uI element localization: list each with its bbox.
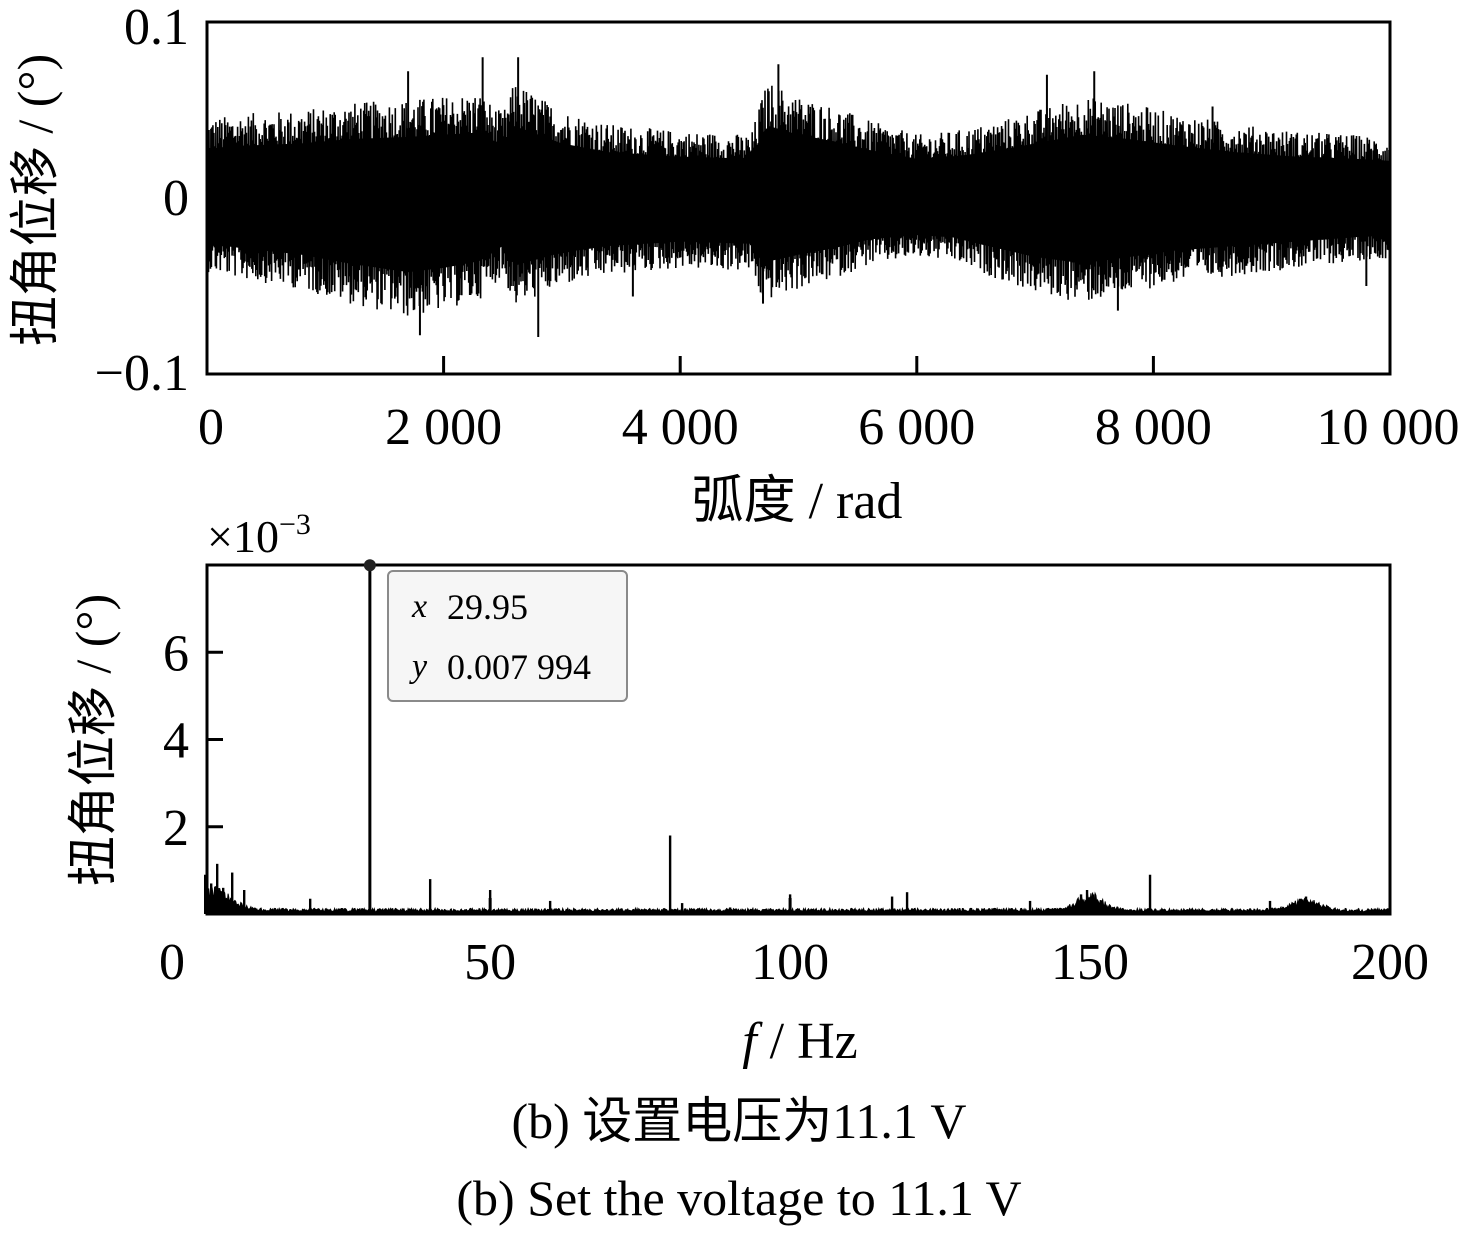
top-x-axis-label: 弧度 / rad: [692, 473, 903, 530]
x-tick-label: 8 000: [1095, 399, 1212, 456]
x-tick-label: 0: [159, 934, 185, 991]
top-x-ticks: 0 2 000 4 000 6 000 8 000 10 000: [198, 356, 1460, 456]
data-tip[interactable]: x 29.95 y 0.007 994: [387, 570, 628, 702]
bottom-spectrum-series: [204, 565, 1391, 915]
y-tick-label: 6: [163, 625, 189, 682]
x-tick-label: 100: [751, 934, 829, 991]
bottom-y-ticks: 2 4 6: [163, 625, 223, 857]
top-axes-frame: [205, 20, 1392, 376]
data-tip-box: [387, 570, 628, 702]
y-tick-label: 4: [163, 713, 189, 770]
data-tip-y-label: y: [409, 648, 428, 685]
bottom-x-ticks: 0 50 100 150 200: [159, 898, 1429, 991]
x-tick-label: 150: [1051, 934, 1129, 991]
caption-chinese: (b) 设置电压为11.1 V: [511, 1093, 967, 1149]
x-tick-label: 10 000: [1317, 399, 1460, 456]
y-multiplier-base: ×10: [207, 511, 279, 562]
x-tick-label: 50: [464, 934, 516, 991]
top-y-axis-label: 扭角位移 / (°): [7, 54, 63, 346]
y-tick-label: 0.1: [124, 0, 189, 56]
spectrum-noise-floor: [206, 886, 1391, 915]
y-multiplier-label: ×10−3: [207, 508, 311, 562]
bottom-y-axis-label: 扭角位移 / (°): [65, 594, 121, 886]
x-axis-unit: / Hz: [757, 1013, 858, 1070]
bottom-panel: 0 50 100 150 200 2 4 6 ×10−3 f / Hz 扭角位移 / (°)…: [65, 508, 1429, 1070]
x-tick-label: 6 000: [858, 399, 975, 456]
y-multiplier-exponent: −3: [279, 508, 311, 541]
x-tick-label: 4 000: [622, 399, 739, 456]
data-tip-y-value: 0.007 994: [447, 647, 591, 687]
top-signal-series: [206, 57, 1391, 338]
caption-english: (b) Set the voltage to 11.1 V: [456, 1170, 1022, 1226]
x-tick-label: 0: [198, 399, 224, 456]
bottom-x-axis-label: f / Hz: [742, 1013, 858, 1070]
bottom-axes-frame: [205, 563, 1392, 916]
y-tick-label: 0: [163, 170, 189, 227]
y-tick-label: −0.1: [95, 345, 189, 402]
y-tick-label: 2: [163, 800, 189, 857]
data-tip-marker[interactable]: [363, 559, 376, 572]
data-tip-x-value: 29.95: [447, 587, 528, 627]
top-y-ticks: −0.1 0 0.1: [95, 0, 189, 402]
x-tick-label: 200: [1351, 934, 1429, 991]
x-tick-label: 2 000: [385, 399, 502, 456]
signal-trace: [206, 85, 1391, 316]
data-tip-x-label: x: [411, 588, 427, 625]
